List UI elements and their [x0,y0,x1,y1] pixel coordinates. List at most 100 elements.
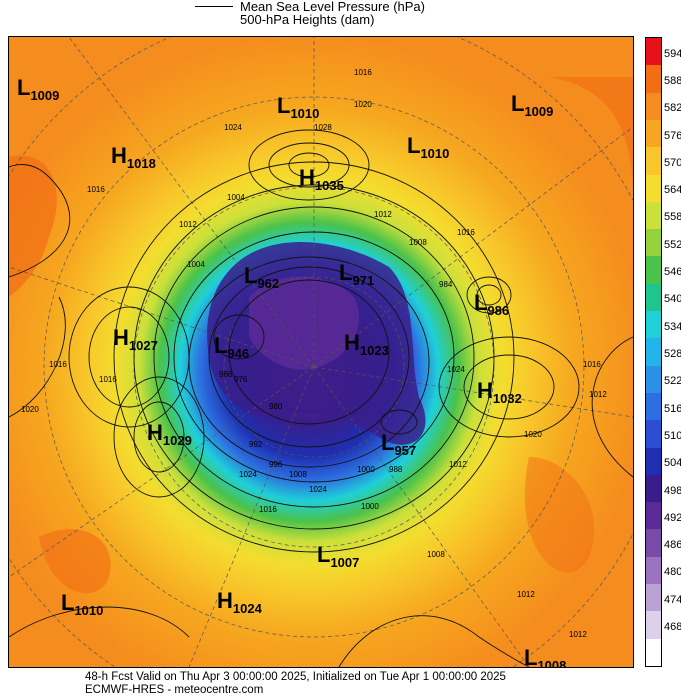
isobar-value-label: 1012 [374,210,392,219]
colorbar-tick-label: 552 [664,238,681,251]
isobar-value-label: 984 [439,280,453,289]
colorbar-segment [646,529,661,558]
legend-heights-label: 500-hPa Heights (dam) [240,12,375,27]
isobar-value-label: 996 [269,460,283,469]
colorbar-tick-label: 594 [664,47,681,60]
colorbar-segment [646,119,661,148]
colorbar-segment [646,256,661,285]
low-pressure-center: L946 [214,333,249,361]
isobar-labels: 1016 1020 1024 1028 1016 1004 1012 1008 1016 1012… [21,68,607,639]
colorbar-segment [646,556,661,585]
colorbar-segment [646,92,661,121]
colorbar-tick-label: 558 [664,211,681,224]
colorbar-segment [646,311,661,339]
colorbar-segment [646,38,661,66]
isobar-value-label: 1020 [354,100,372,109]
colorbar-segment [646,474,661,503]
colorbar-tick-label: 492 [664,511,681,524]
isobar-value-label: 1024 [239,470,257,479]
isobar-value-label: 1024 [447,365,465,374]
colorbar-tick-label: 522 [664,375,681,388]
colorbar-segment [646,584,661,612]
high-pressure-center: H1024 [217,588,263,616]
trough-inner [249,276,360,370]
colorbar-segment [646,638,661,667]
low-pressure-center: L986 [474,290,509,318]
colorbar-tick-label: 564 [664,184,681,197]
isobar-value-label: 1020 [524,430,542,439]
isobar-value-label: 976 [234,375,248,384]
colorbar-tick-label: 582 [664,102,681,115]
isobar-value-label: 1028 [314,123,332,132]
low-pressure-center: L971 [339,260,374,288]
low-pressure-center: L1010 [277,93,319,121]
legend-text: Mean Sea Level Pressure (hPa) 500-hPa He… [240,0,425,26]
colorbar-segment [646,392,661,421]
isobar-value-label: 1016 [583,360,601,369]
isobar-value-label: 1012 [569,630,587,639]
isobar-value-label: 1008 [289,470,307,479]
weather-map: L1009 L1010 L1009 H1018 L1010 H1035 L962 L971 L9… [8,36,634,668]
colorbar-segment [646,611,661,640]
colorbar-segment [646,420,661,449]
isobar-value-label: 1016 [99,375,117,384]
isobar-value-label: 1012 [449,460,467,469]
pressure-centers: L1009 L1010 L1009 H1018 L1010 H1035 L962 L971 L9… [17,75,566,667]
isobar-value-label: 1016 [354,68,372,77]
high-pressure-center: H1035 [299,165,344,193]
isobar-value-label: 1016 [457,228,475,237]
colorbar-segment [646,365,661,394]
high-pressure-center: H1027 [113,325,158,353]
colorbar-segment [646,502,661,530]
high-pressure-center: H1023 [344,330,389,358]
colorbar-tick-label: 534 [664,320,681,333]
isobar-value-label: 1008 [409,238,427,247]
colorbar-tick-label: 540 [664,293,681,306]
colorbar-tick-label: 468 [664,621,681,634]
isobar-value-label: 1000 [357,465,375,474]
colorbar-tick-label: 486 [664,539,681,552]
isobar-legend-line [195,6,233,7]
model-source-line: ECMWF-HRES - meteocentre.com [85,684,264,696]
colorbar-tick-label: 498 [664,484,681,497]
isobar-value-label: 1016 [259,505,277,514]
colorbar-tick-label: 504 [664,457,681,470]
colorbar-tick-label: 474 [664,593,681,606]
low-pressure-center: L1007 [317,542,359,570]
low-pressure-center: L1009 [17,75,59,103]
isobar-value-label: 1012 [589,390,607,399]
high-pressure-center: H1032 [477,378,522,406]
isobar-value-label: 980 [269,402,283,411]
isobar-value-label: 1024 [224,123,242,132]
colorbar-segment [646,201,661,230]
colorbar-tick-label: 576 [664,129,681,142]
isobar-value-label: 968 [219,370,233,379]
legend-mslp-label: Mean Sea Level Pressure (hPa) [240,0,425,14]
isobar-value-label: 1012 [179,220,197,229]
isobar-value-label: 1024 [309,485,327,494]
warm-patch-west [9,155,57,297]
colorbar-tick-label: 510 [664,429,681,442]
isobar-value-label: 1020 [21,405,39,414]
isobar-value-label: 1016 [49,360,67,369]
low-pressure-center: L1008 [524,645,566,667]
colorbar-segment [646,147,661,175]
isobar-value-label: 1012 [517,590,535,599]
legend: Mean Sea Level Pressure (hPa) 500-hPa He… [195,0,495,30]
height-colorbar [645,37,662,667]
colorbar-tick-label: 528 [664,348,681,360]
low-pressure-center: L1010 [407,133,449,161]
isobar-value-label: 1008 [427,550,445,559]
warm-patch-northeast [549,77,633,197]
isobar-value-label: 992 [249,440,263,449]
high-pressure-center: H1018 [111,143,156,171]
colorbar-segment [646,447,661,476]
colorbar-segment [646,229,661,257]
high-pressure-center: H1029 [147,420,192,448]
isobars [9,129,633,667]
colorbar-segment [646,65,661,94]
colorbar-segment [646,174,661,203]
low-pressure-center: L1010 [61,590,103,618]
colorbar-segment [646,338,661,367]
low-pressure-center: L957 [381,430,416,458]
